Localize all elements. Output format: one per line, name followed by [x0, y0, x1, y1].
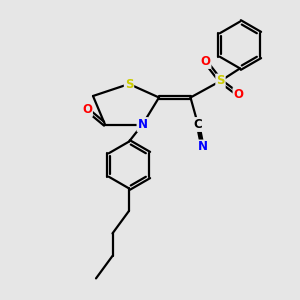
Text: O: O: [200, 55, 211, 68]
Text: O: O: [82, 103, 92, 116]
Text: C: C: [194, 118, 202, 131]
Text: N: N: [197, 140, 208, 154]
Text: O: O: [233, 88, 244, 101]
Text: S: S: [216, 74, 225, 88]
Text: N: N: [137, 118, 148, 131]
Text: S: S: [125, 77, 133, 91]
